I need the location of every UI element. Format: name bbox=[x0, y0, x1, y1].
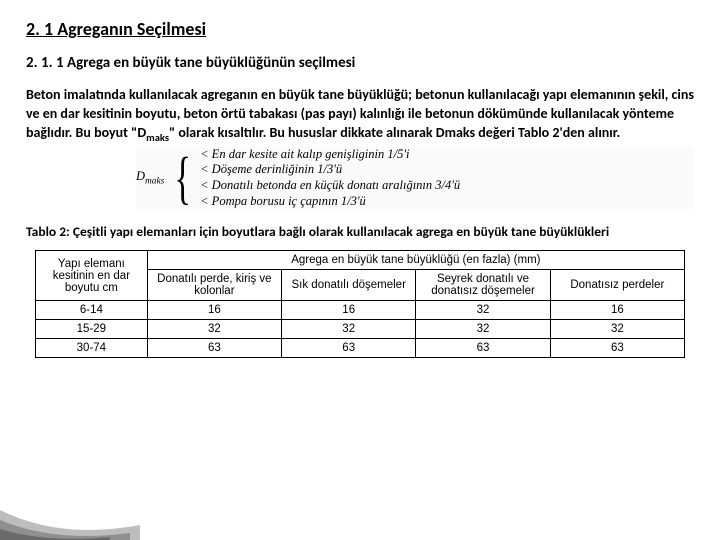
dmaks-sub: maks bbox=[145, 177, 164, 187]
cell: 30-74 bbox=[36, 339, 148, 358]
aggregate-size-table: Yapı elemanı kesitinin en dar boyutu cm … bbox=[35, 250, 685, 358]
cell: 16 bbox=[147, 301, 281, 320]
dmaks-symbol: Dmaks bbox=[136, 169, 168, 187]
cell: 32 bbox=[416, 301, 550, 320]
cell: 16 bbox=[550, 301, 684, 320]
th-sub: Donatılı perde, kiriş ve kolonlar bbox=[147, 270, 281, 301]
cell: 63 bbox=[550, 339, 684, 358]
dmaks-rules: < En dar kesite ait kalıp genişliginin 1… bbox=[200, 147, 460, 210]
table-row: 15-29 32 32 32 32 bbox=[36, 320, 685, 339]
cell: 32 bbox=[550, 320, 684, 339]
dmaks-constraints: Dmaks { < En dar kesite ait kalıp genişl… bbox=[136, 147, 694, 210]
cell: 32 bbox=[147, 320, 281, 339]
cell: 32 bbox=[282, 320, 416, 339]
table-row: 6-14 16 16 32 16 bbox=[36, 301, 685, 320]
cell: 6-14 bbox=[36, 301, 148, 320]
th-sub: Sık donatılı döşemeler bbox=[282, 270, 416, 301]
cell: 63 bbox=[147, 339, 281, 358]
section-heading: 2. 1 Agreganın Seçilmesi bbox=[26, 18, 694, 40]
para-sub: maks bbox=[146, 131, 169, 144]
rule-item: < En dar kesite ait kalıp genişliginin 1… bbox=[200, 147, 460, 163]
dmaks-letter: D bbox=[136, 169, 145, 183]
rule-item: < Pompa borusu iç çapının 1/3'ü bbox=[200, 194, 460, 210]
th-sub: Donatısız perdeler bbox=[550, 270, 684, 301]
th-sub: Seyrek donatılı ve donatısız döşemeler bbox=[416, 270, 550, 301]
table-row: 30-74 63 63 63 63 bbox=[36, 339, 685, 358]
body-paragraph: Beton imalatında kullanılacak agreganın … bbox=[26, 86, 694, 145]
cell: 63 bbox=[416, 339, 550, 358]
rule-item: < Döşeme derinliğinin 1/3'ü bbox=[200, 162, 460, 178]
cell: 32 bbox=[416, 320, 550, 339]
brace-icon: { bbox=[175, 155, 194, 201]
rule-item: < Donatılı betonda en küçük donatı aralı… bbox=[200, 178, 460, 194]
table-caption: Tablo 2: Çeşitli yapı elemanları için bo… bbox=[26, 223, 694, 240]
th-span: Agrega en büyük tane büyüklüğü (en fazla… bbox=[147, 251, 684, 270]
cell: 16 bbox=[282, 301, 416, 320]
cell: 15-29 bbox=[36, 320, 148, 339]
subsection-heading: 2. 1. 1 Agrega en büyük tane büyüklüğünü… bbox=[26, 54, 694, 72]
th-col1: Yapı elemanı kesitinin en dar boyutu cm bbox=[36, 251, 148, 301]
cell: 63 bbox=[282, 339, 416, 358]
para-run-2: " olarak kısaltılır. Bu hususlar dikkate… bbox=[169, 124, 620, 141]
corner-swoosh-icon bbox=[0, 485, 140, 540]
